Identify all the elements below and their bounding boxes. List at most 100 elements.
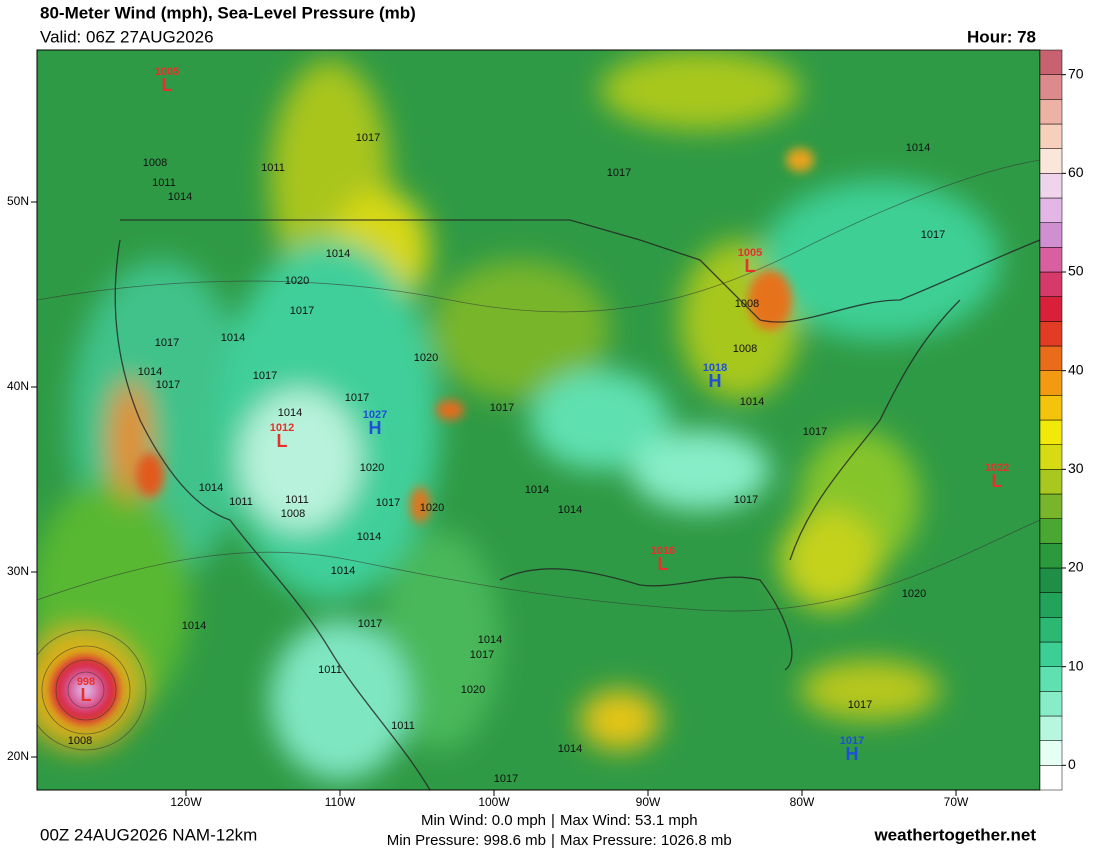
pressure-symbol: L	[992, 471, 1003, 491]
pressure-value: 1027	[363, 409, 387, 421]
isobar-label: 1014	[199, 482, 223, 494]
separator: |	[551, 812, 555, 829]
isobar-label: 1017	[155, 337, 179, 349]
isobar-label: 1017	[356, 132, 380, 144]
pressure-symbol: L	[81, 685, 92, 705]
colorbar-swatch	[1039, 518, 1063, 544]
isobar-label: 1011	[152, 177, 176, 189]
colorbar-swatch	[1039, 173, 1063, 199]
colorbar-swatch	[1039, 321, 1063, 347]
isobar-label: 1017	[253, 370, 277, 382]
colorbar-swatch	[1039, 296, 1063, 322]
colorbar-label: 10	[1068, 657, 1084, 673]
forecast-hour: Hour: 78	[967, 27, 1036, 46]
isobar-label: 1014	[558, 743, 582, 755]
x-tick-label: 70W	[944, 795, 969, 809]
isobar-label: 1017	[921, 229, 945, 241]
pressure-symbol: L	[277, 431, 288, 451]
colorbar-swatch	[1039, 247, 1063, 273]
isobar-label: 1011	[261, 162, 285, 174]
isobar-label: 1020	[360, 462, 384, 474]
colorbar-swatch	[1039, 715, 1063, 741]
isobar-label: 1017	[848, 699, 872, 711]
isobar-label: 1011	[229, 496, 253, 508]
colorbar-swatch	[1039, 543, 1063, 569]
colorbar-swatch	[1039, 370, 1063, 396]
x-tick-label: 120W	[170, 795, 202, 809]
y-tick-label: 30N	[7, 564, 29, 578]
colorbar-label: 50	[1068, 263, 1084, 279]
isobar-label: 1011	[285, 494, 309, 506]
pressure-value: 1005	[738, 247, 762, 259]
colorbar-label: 70	[1068, 65, 1084, 81]
colorbar-label: 30	[1068, 460, 1084, 476]
model-run: 00Z 24AUG2026 NAM-12km	[40, 825, 257, 844]
isobar-label: 1020	[461, 684, 485, 696]
isobar-label: 1014	[331, 565, 355, 577]
isobar-label: 1020	[902, 588, 926, 600]
pressure-value: 1018	[703, 362, 727, 374]
pressure-value: 998	[77, 676, 95, 688]
pressure-symbol: L	[745, 256, 756, 276]
min-wind: Min Wind: 0.0 mph	[421, 812, 546, 829]
isobar-label: 1011	[318, 664, 342, 676]
x-tick-label: 80W	[790, 795, 815, 809]
isobar-label: 1014	[326, 248, 350, 260]
colorbar-swatch	[1039, 567, 1063, 593]
isobar-label: 1014	[357, 531, 381, 543]
pressure-symbol: H	[709, 371, 722, 391]
valid-time: Valid: 06Z 27AUG2026	[40, 27, 214, 46]
colorbar-swatch	[1039, 74, 1063, 100]
isobar-label: 1014	[278, 407, 302, 419]
isobar-label: 1014	[525, 484, 549, 496]
isobar-label: 1008	[281, 508, 305, 520]
title: 80-Meter Wind (mph), Sea-Level Pressure …	[40, 3, 416, 22]
x-tick-label: 90W	[636, 795, 661, 809]
colorbar-swatch	[1039, 148, 1063, 174]
colorbar-swatch	[1039, 197, 1063, 223]
isobar-label: 1008	[68, 735, 92, 747]
max-wind: Max Wind: 53.1 mph	[560, 812, 698, 829]
colorbar-swatch	[1039, 123, 1063, 149]
pressure-value: 1022	[985, 462, 1009, 474]
colorbar-swatch	[1039, 419, 1063, 445]
colorbar-label: 60	[1068, 164, 1084, 180]
colorbar-swatch	[1039, 222, 1063, 248]
pressure-value: 1017	[840, 735, 864, 747]
y-tick-label: 50N	[7, 194, 29, 208]
colorbar-swatch	[1039, 666, 1063, 692]
isobar-label: 1014	[478, 634, 502, 646]
colorbar-swatch	[1039, 765, 1063, 791]
isobar-label: 1017	[290, 305, 314, 317]
isobar-label: 1008	[733, 343, 757, 355]
isobar-label: 1014	[740, 396, 764, 408]
colorbar-swatch	[1039, 493, 1063, 519]
colorbar-swatch	[1039, 592, 1063, 618]
colorbar-label: 20	[1068, 559, 1084, 575]
colorbar-swatch	[1039, 444, 1063, 470]
isobar-label: 1014	[221, 332, 245, 344]
pressure-symbol: L	[162, 75, 173, 95]
isobar-label: 1017	[607, 167, 631, 179]
isobar-label: 1014	[168, 191, 192, 203]
isobar-label: 1014	[906, 142, 930, 154]
colorbar-label: 40	[1068, 361, 1084, 377]
isobar-label: 1020	[420, 502, 444, 514]
colorbar-swatch	[1039, 49, 1063, 75]
isobar-label: 1014	[138, 366, 162, 378]
isobar-label: 1017	[734, 494, 758, 506]
pressure-value: 1012	[270, 422, 294, 434]
separator: |	[551, 832, 555, 849]
colorbar-swatch	[1039, 345, 1063, 371]
x-tick-label: 110W	[325, 795, 356, 809]
x-tick-label: 100W	[478, 795, 510, 809]
colorbar-label: 0	[1068, 756, 1076, 772]
y-tick-label: 40N	[7, 379, 29, 393]
isobar-label: 1017	[376, 497, 400, 509]
isobar-label: 1011	[391, 720, 415, 732]
colorbar-swatch	[1039, 395, 1063, 421]
pressure-symbol: H	[369, 418, 382, 438]
pressure-symbol: L	[658, 554, 669, 574]
colorbar-swatch	[1039, 641, 1063, 667]
